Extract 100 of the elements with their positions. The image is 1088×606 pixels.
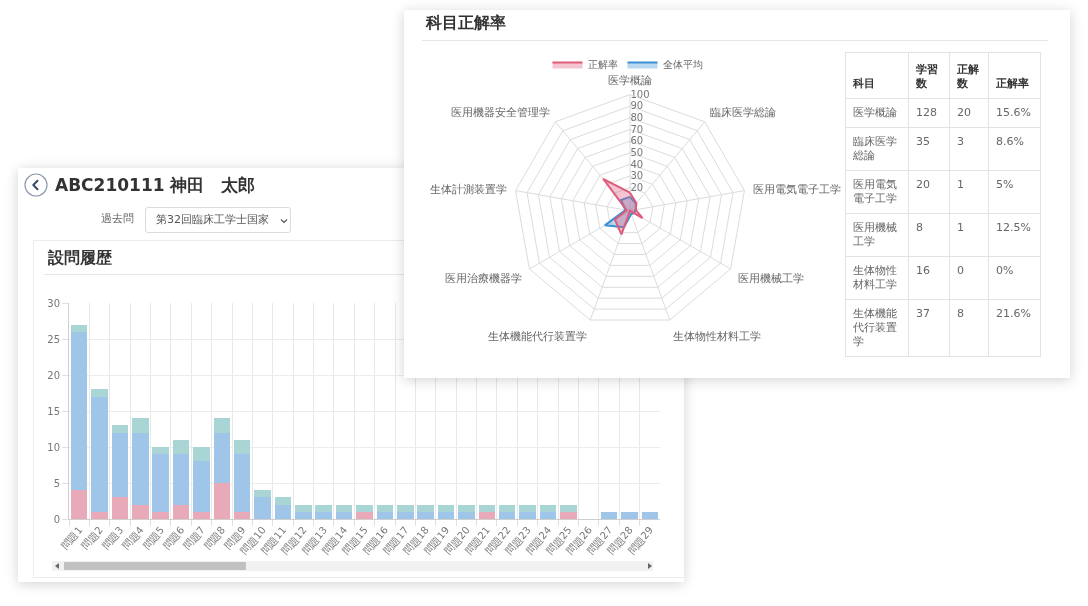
bar [274, 504, 292, 519]
bar [254, 497, 271, 519]
bar [111, 497, 129, 519]
text: 1 [957, 221, 964, 234]
y-tick-label: 100 [630, 88, 650, 100]
y-tick-label: 60 [630, 135, 644, 147]
category-label: 医用電気電子工学 [853, 178, 897, 205]
bar [213, 432, 231, 483]
y-tick-label: 20 [630, 181, 644, 193]
spoke-label: 医用機械工学 [738, 272, 805, 286]
bar [132, 504, 149, 519]
text: 21.6% [996, 307, 1031, 320]
bar [172, 504, 190, 519]
spoke-label: 医学概論 [608, 73, 652, 87]
bar [356, 504, 373, 512]
bar [70, 490, 88, 519]
text: 16 [916, 264, 930, 277]
bar [356, 511, 373, 519]
spoke-label: 生体計測装置学 [429, 182, 507, 196]
bar [315, 504, 332, 512]
bar [335, 504, 353, 512]
category-label: 生体物性材料工学 [853, 264, 897, 291]
y-tick-label: 5 [53, 477, 60, 489]
bar [70, 331, 88, 491]
category-label: 医用機械工学 [853, 221, 897, 248]
bar [600, 511, 618, 519]
text: 0 [957, 264, 964, 277]
bar [498, 504, 516, 512]
y-tick-label: 30 [630, 170, 644, 182]
text: ABC210111 神田 太郎 [55, 174, 256, 197]
bar [458, 511, 475, 519]
bar [560, 504, 577, 512]
spoke-label: 生体機能代行装置学 [488, 329, 588, 343]
y-tick-label: 0 [53, 513, 60, 525]
bar [519, 504, 536, 512]
spoke-label: 臨床医学総論 [710, 105, 777, 119]
bar [295, 504, 312, 512]
text: 8 [957, 307, 964, 320]
bar [335, 511, 353, 519]
bar [91, 389, 108, 397]
bar [193, 511, 210, 519]
y-tick-label: 90 [630, 100, 644, 112]
bar [172, 439, 190, 455]
bar [70, 324, 88, 332]
bar [539, 504, 557, 512]
bar [132, 432, 149, 505]
select-field: 第32回臨床工学士国家 [145, 207, 291, 233]
text: 5% [996, 178, 1014, 191]
bar [193, 461, 210, 512]
text: 8.6% [996, 135, 1024, 148]
text: 科目 [845, 52, 909, 99]
bar [478, 504, 496, 512]
bar [641, 511, 659, 519]
bar [91, 396, 108, 512]
y-tick-label: 30 [47, 297, 60, 309]
bar [233, 439, 251, 455]
text: 過去問 [101, 211, 134, 227]
bar [498, 511, 516, 519]
bar [213, 418, 231, 433]
bar [152, 511, 169, 519]
text: 20 [916, 178, 930, 191]
text: 35 [916, 135, 930, 148]
text: 12.5% [996, 221, 1031, 234]
legend-label: 全体平均 [662, 59, 703, 71]
y-tick-label: 80 [630, 112, 644, 124]
bar [254, 490, 271, 498]
y-tick-label: 10 [47, 441, 60, 453]
bar [621, 511, 638, 519]
category-label: 学習数 [908, 52, 950, 99]
bar [233, 454, 251, 512]
category-label: 正解率 [988, 52, 1041, 99]
bar [437, 511, 455, 519]
bar [437, 504, 455, 512]
text: 1 [957, 178, 964, 191]
bar [295, 511, 312, 519]
bar [315, 511, 332, 519]
spoke-label: 医用電気電子工学 [753, 182, 842, 196]
bar [233, 511, 251, 519]
bar [152, 454, 169, 512]
bar [519, 511, 536, 519]
bar [397, 511, 414, 519]
spoke-label: 生体物性材料工学 [672, 329, 761, 343]
bar [376, 511, 394, 519]
bar [152, 447, 169, 455]
text: 3 [957, 135, 964, 148]
bar [111, 425, 129, 433]
bar [458, 504, 475, 512]
category-label: 正解数 [949, 52, 989, 99]
bar [376, 504, 394, 512]
spoke-label: 医用治療機器学 [444, 272, 522, 286]
text: 15.6% [996, 106, 1031, 119]
y-tick-label: 15 [47, 405, 60, 417]
bar [111, 432, 129, 498]
bar [91, 511, 108, 519]
text: 20 [957, 106, 971, 119]
category-label: 医学概論 [853, 106, 897, 119]
text: 128 [916, 106, 937, 119]
category-label: 臨床医学総論 [853, 135, 897, 162]
spoke-label: 医用機器安全管理学 [450, 105, 550, 119]
y-tick-label: 50 [630, 146, 644, 158]
